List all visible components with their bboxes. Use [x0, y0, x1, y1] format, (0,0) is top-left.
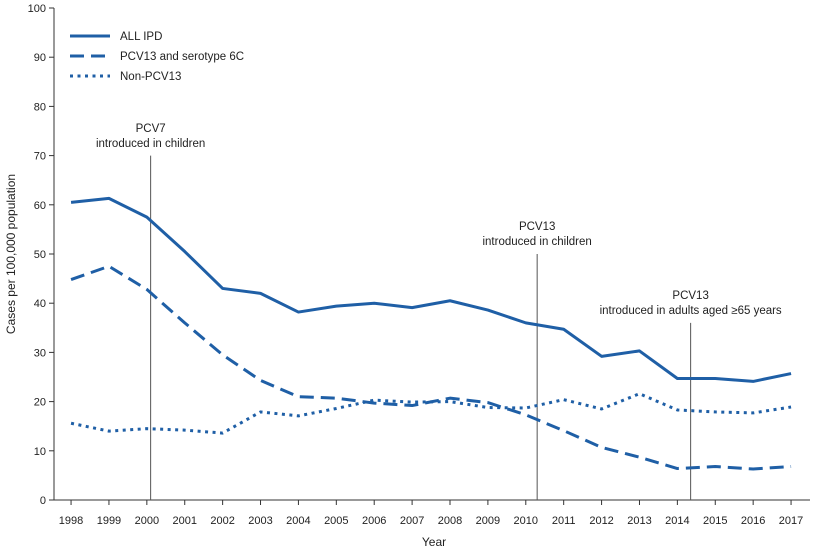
- annotation-label: introduced in children: [96, 138, 205, 150]
- legend-label: Non-PCV13: [120, 71, 181, 83]
- x-tick-label: 2007: [400, 515, 424, 527]
- x-tick-label: 2004: [286, 515, 310, 527]
- x-tick-label: 2001: [172, 515, 196, 527]
- y-tick-label: 30: [34, 347, 46, 359]
- series-line-all-ipd: [70, 196, 792, 383]
- annotation-label: PCV13: [672, 290, 708, 302]
- y-tick-label: 80: [34, 101, 46, 113]
- y-axis-title: Cases per 100,000 population: [4, 174, 18, 334]
- series-lines: [70, 196, 792, 471]
- annotations: PCV7 introduced in children PCV13 introduce…: [96, 123, 782, 500]
- x-tick-label: 2002: [210, 515, 234, 527]
- x-tick-label: 2017: [779, 515, 803, 527]
- x-tick-label: 2008: [438, 515, 462, 527]
- x-tick-label: 2013: [627, 515, 651, 527]
- x-tick-label: 2003: [248, 515, 272, 527]
- x-tick-label: 2012: [589, 515, 613, 527]
- y-tick-label: 90: [34, 52, 46, 64]
- x-tick-label: 2011: [552, 515, 576, 527]
- y-tick-label: 100: [28, 3, 46, 15]
- legend: ALL IPD PCV13 and serotype 6C Non-PCV13: [70, 31, 244, 83]
- legend-label: PCV13 and serotype 6C: [120, 51, 244, 63]
- y-tick-label: 20: [34, 397, 46, 409]
- x-axis-title: Year: [422, 535, 446, 549]
- y-tick-label: 10: [34, 446, 46, 458]
- x-tick-label: 2005: [324, 515, 348, 527]
- x-tick-label: 2014: [665, 515, 689, 527]
- y-tick-label: 60: [34, 200, 46, 212]
- x-tick-label: 2000: [135, 515, 159, 527]
- x-tick-label: 2016: [741, 515, 765, 527]
- legend-label: ALL IPD: [120, 31, 162, 43]
- series-line-non-pcv13: [70, 392, 792, 435]
- x-tick-label: 2006: [362, 515, 386, 527]
- x-tick-label: 1998: [59, 515, 83, 527]
- annotation-label: introduced in adults aged ≥65 years: [600, 305, 782, 317]
- x-tick-label: 1999: [97, 515, 121, 527]
- axes: 0 10 20 30 40 50 60 70 80 90 100 1998 1999 2000 2001 20…: [28, 3, 810, 527]
- y-tick-label: 70: [34, 151, 46, 163]
- x-tick-label: 2009: [476, 515, 500, 527]
- x-tick-label: 2015: [703, 515, 727, 527]
- y-tick-label: 50: [34, 249, 46, 261]
- annotation-label: introduced in children: [482, 236, 591, 248]
- annotation-label: PCV7: [136, 123, 166, 135]
- annotation-label: PCV13: [519, 221, 555, 233]
- x-tick-label: 2010: [514, 515, 538, 527]
- y-tick-label: 40: [34, 298, 46, 310]
- y-tick-label: 0: [40, 495, 46, 507]
